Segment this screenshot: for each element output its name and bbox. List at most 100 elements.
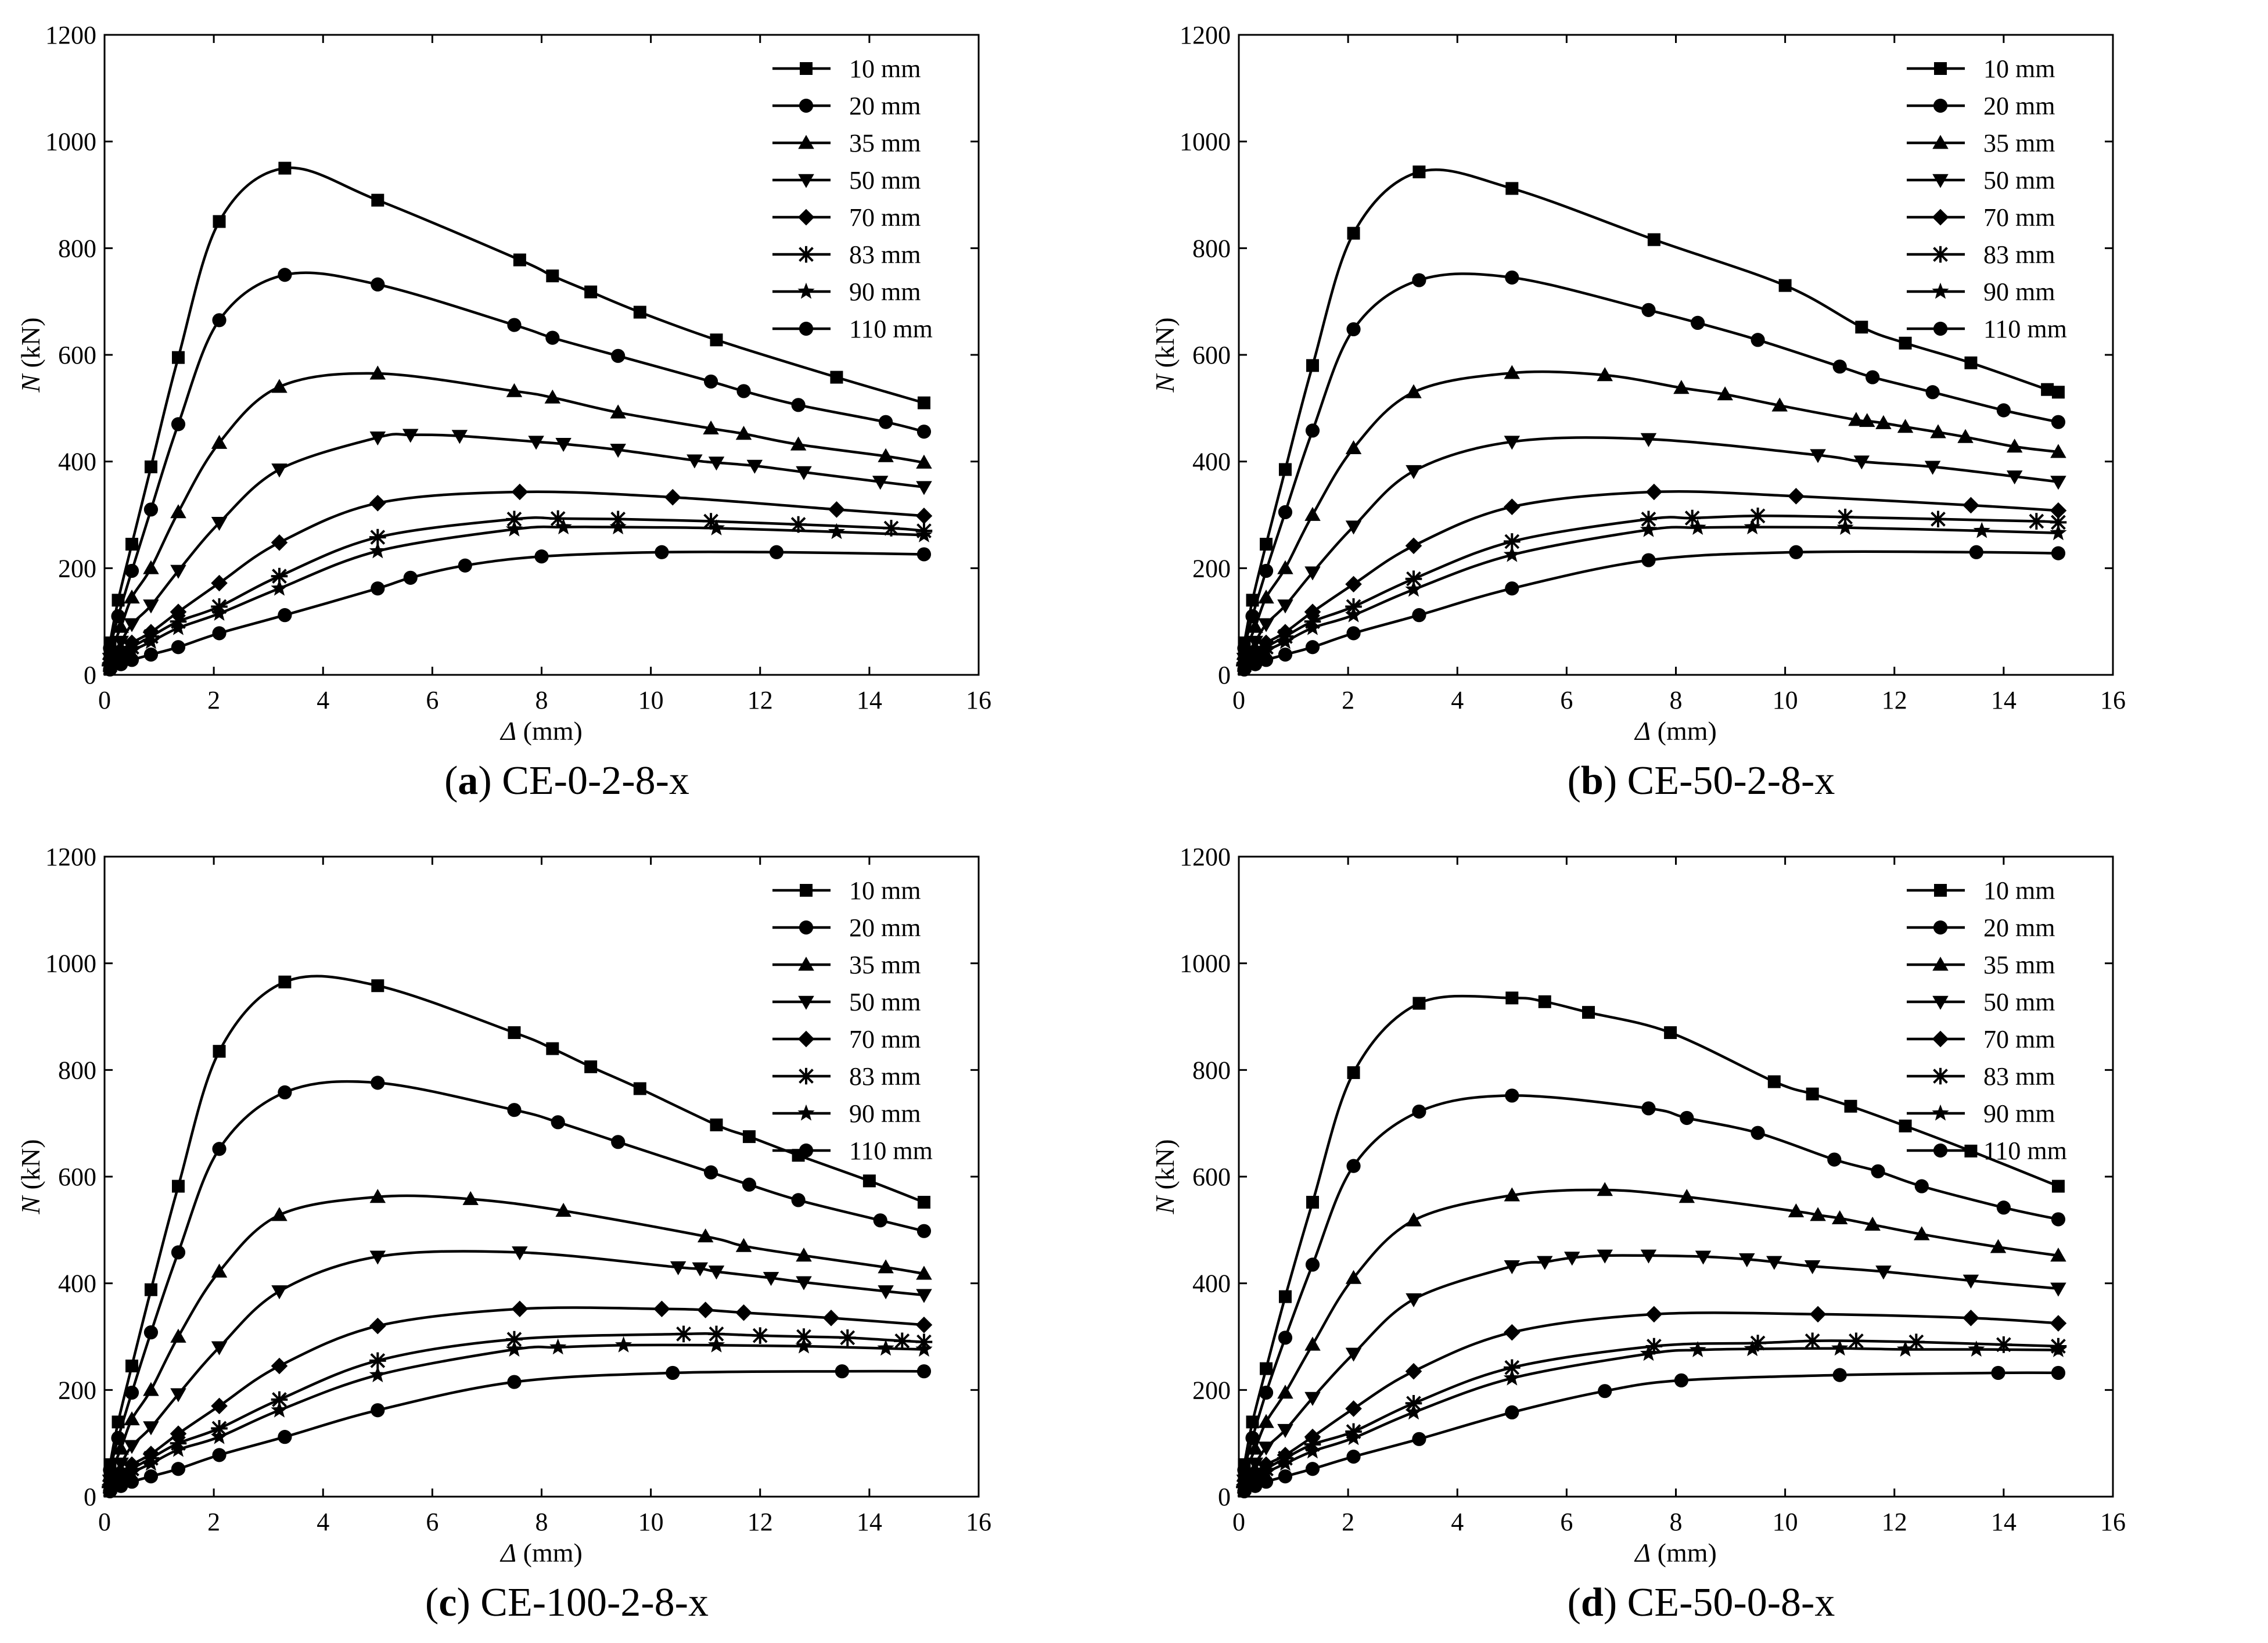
series-line	[1238, 550, 2058, 676]
series-line	[103, 1250, 925, 1497]
y-tick-label: 0	[84, 661, 96, 689]
y-tick-label: 0	[1218, 661, 1231, 689]
y-tick-label: 400	[58, 448, 96, 476]
data-point	[1641, 1101, 1656, 1116]
data-point	[1304, 1442, 1321, 1459]
data-point	[1505, 581, 1519, 596]
series-35mm	[102, 365, 932, 675]
data-point	[1345, 1429, 1363, 1446]
data-point	[655, 545, 669, 559]
x-tick-label: 16	[966, 686, 991, 714]
data-point	[1345, 440, 1362, 455]
data-point	[1259, 1385, 1274, 1400]
data-point	[278, 1430, 292, 1444]
x-tick-label: 14	[1991, 1508, 2017, 1536]
legend-entry: 35 mm	[772, 129, 921, 157]
legend-marker	[797, 282, 815, 299]
data-point	[371, 1403, 385, 1418]
data-point	[1405, 1362, 1422, 1380]
x-axis-symbol: Δ	[499, 1538, 516, 1567]
y-tick-label: 1000	[45, 950, 96, 978]
data-point	[1412, 166, 1426, 179]
data-point	[1749, 1335, 1766, 1351]
data-point	[916, 1265, 932, 1280]
caption-a: (a) CE-0-2-8-x	[444, 758, 689, 803]
data-point	[2051, 1212, 2066, 1227]
data-point	[271, 1207, 287, 1221]
data-point	[763, 1272, 779, 1286]
x-tick-label: 10	[1773, 1508, 1798, 1536]
x-axis-symbol: Δ	[1634, 1538, 1651, 1567]
legend-entry: 90 mm	[772, 278, 921, 306]
legend-entry: 50 mm	[1907, 988, 2055, 1016]
legend-entry: 50 mm	[772, 988, 921, 1016]
data-point	[213, 215, 226, 228]
data-point	[1504, 533, 1521, 550]
data-point	[369, 542, 386, 559]
data-point	[1405, 580, 1422, 597]
legend-label: 83 mm	[1983, 1062, 2055, 1091]
data-point	[1345, 1270, 1362, 1284]
data-point	[143, 648, 159, 662]
series-70mm	[102, 483, 933, 675]
data-point	[1412, 1432, 1426, 1446]
data-point	[369, 365, 386, 380]
data-point	[142, 632, 160, 649]
data-point	[2050, 514, 2067, 531]
data-point	[143, 560, 159, 574]
y-axis-unit: (kN)	[16, 317, 45, 374]
legend-entry: 83 mm	[772, 240, 921, 269]
data-point	[506, 1331, 523, 1348]
data-point	[1767, 1075, 1781, 1088]
legend-marker	[798, 135, 814, 149]
data-point	[736, 384, 751, 398]
data-point	[666, 1365, 680, 1380]
legend-label: 20 mm	[849, 92, 921, 120]
series-line	[103, 516, 925, 676]
data-point	[1866, 370, 1880, 384]
data-point	[1412, 997, 1426, 1010]
chart-b: 0 2 4 6 8 10 12 14 16 0 200 400 600 800 1000 1200 Δ (mm)…	[1150, 21, 2126, 746]
series-110mm	[103, 1364, 932, 1498]
data-point	[1804, 1332, 1821, 1350]
data-point	[371, 193, 384, 207]
data-point	[697, 1228, 714, 1243]
data-point	[1751, 333, 1765, 347]
series-10mm	[103, 975, 930, 1497]
x-axis-unit: (mm)	[1651, 1538, 1717, 1567]
data-point	[462, 1191, 479, 1205]
data-point	[371, 581, 385, 596]
data-point	[143, 502, 159, 517]
data-point	[1412, 608, 1426, 623]
data-point	[1346, 1450, 1361, 1464]
data-point	[1645, 483, 1663, 501]
data-point	[1832, 1368, 1847, 1382]
data-point	[2051, 1365, 2066, 1380]
data-point	[171, 417, 186, 432]
series-50mm	[102, 429, 932, 675]
x-tick-label: 4	[317, 1508, 329, 1536]
legend-entry: 83 mm	[1907, 240, 2055, 269]
legend-entry: 70 mm	[772, 1025, 921, 1054]
data-point	[670, 1261, 686, 1275]
legend-marker	[1933, 321, 1948, 336]
legend-marker	[1932, 1030, 1949, 1048]
data-point	[1345, 576, 1362, 593]
data-point	[369, 1366, 386, 1383]
panel-c: 0 2 4 6 8 10 12 14 16 0 200 400 600 800 1000 1200 Δ (mm)…	[0, 822, 1134, 1643]
data-point	[2050, 1247, 2066, 1262]
data-point	[862, 1174, 876, 1188]
data-point	[271, 463, 287, 478]
data-point	[451, 430, 468, 444]
y-tick-label: 800	[58, 1056, 96, 1084]
legend-marker	[1933, 920, 1948, 935]
data-point	[170, 1388, 186, 1403]
x-tick-label: 0	[98, 686, 111, 714]
data-point	[1691, 315, 1705, 330]
legend-marker	[1932, 995, 1949, 1010]
data-point	[103, 1484, 117, 1498]
legend-marker	[1932, 174, 1949, 188]
data-point	[1963, 497, 1979, 514]
data-point	[1537, 1256, 1553, 1270]
data-point	[113, 619, 129, 633]
